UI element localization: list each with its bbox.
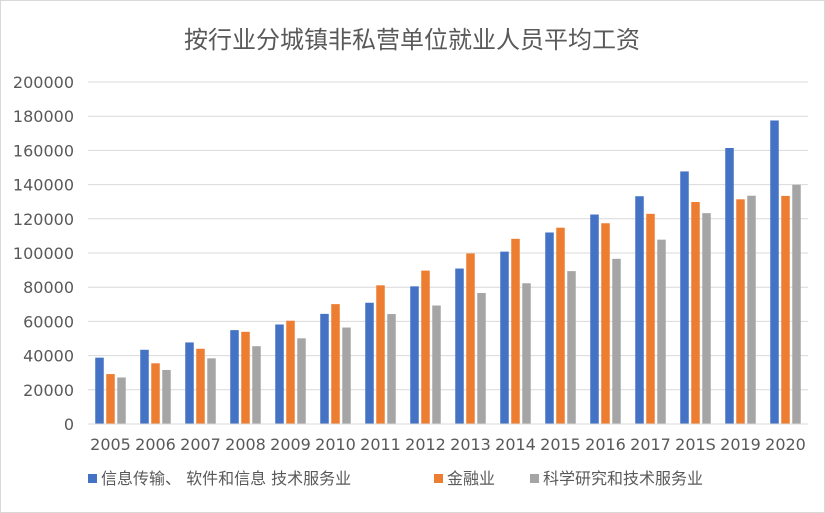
- bar: [477, 293, 486, 424]
- y-tick-label: 40000: [23, 347, 74, 366]
- bar: [230, 330, 239, 424]
- bar: [320, 313, 329, 424]
- bar: [95, 357, 104, 424]
- bar: [455, 268, 464, 424]
- bar: [387, 314, 396, 424]
- bar: [106, 374, 115, 424]
- x-tick-label: 2010: [315, 435, 356, 454]
- legend-label: 信息传输、 软件和信息 技术服务业: [101, 469, 351, 488]
- chart-title: 按行业分城镇非私营单位就业人员平均工资: [184, 26, 640, 54]
- bar: [657, 239, 666, 424]
- bar: [376, 285, 385, 424]
- bar: [207, 358, 216, 424]
- bar: [702, 213, 711, 424]
- bar: [151, 363, 160, 424]
- bar: [410, 286, 419, 424]
- bar: [252, 346, 261, 424]
- x-tick-label: 2011: [360, 435, 401, 454]
- bar: [781, 195, 790, 424]
- bar: [196, 348, 205, 424]
- x-tick-label: 2016: [585, 435, 626, 454]
- bar: [342, 327, 351, 424]
- legend-swatch: [88, 474, 97, 483]
- x-tick-label: 2013: [450, 435, 491, 454]
- bar: [286, 320, 295, 424]
- bar: [590, 214, 599, 424]
- bar: [117, 377, 126, 424]
- bar: [185, 342, 194, 424]
- y-tick-label: 200000: [13, 73, 74, 92]
- legend-label: 科学研究和技术服务业: [543, 469, 703, 488]
- bar: [275, 324, 284, 424]
- bar: [545, 232, 554, 424]
- x-tick-label: 2017: [630, 435, 671, 454]
- x-axis-tick-labels: 2005 2006 2007 2008 2009 2010 2011 2012 2013 2014…: [90, 435, 806, 454]
- y-tick-label: 100000: [13, 244, 74, 263]
- bar: [140, 349, 149, 424]
- x-tick-label: 2007: [180, 435, 221, 454]
- bar: [522, 283, 531, 424]
- x-tick-label: 2008: [225, 435, 266, 454]
- bar: [635, 196, 644, 424]
- y-tick-label: 20000: [23, 381, 74, 400]
- bar: [612, 258, 621, 424]
- bar: [680, 171, 689, 424]
- y-tick-label: 0: [64, 415, 74, 434]
- bar: [297, 338, 306, 424]
- bar: [736, 199, 745, 424]
- bar: [691, 202, 700, 424]
- x-tick-label: 2020: [765, 435, 806, 454]
- bar: [646, 213, 655, 424]
- bar: [331, 304, 340, 424]
- legend-swatch: [530, 474, 539, 483]
- bar: [162, 369, 171, 424]
- bar: [365, 302, 374, 424]
- y-tick-label: 140000: [13, 176, 74, 195]
- bar: [601, 223, 610, 424]
- legend-swatch: [434, 474, 443, 483]
- bar: [421, 270, 430, 424]
- bar: [511, 238, 520, 424]
- x-tick-label: 201S: [675, 435, 716, 454]
- bar: [725, 148, 734, 425]
- x-tick-label: 2005: [90, 435, 131, 454]
- legend-label: 金融业: [447, 469, 495, 488]
- bar: [770, 120, 779, 424]
- bar: [241, 331, 250, 424]
- bar: [500, 251, 509, 424]
- bar: [432, 305, 441, 424]
- legend: 信息传输、 软件和信息 技术服务业 金融业 科学研究和技术服务业: [88, 469, 703, 488]
- x-tick-label: 2015: [540, 435, 581, 454]
- y-axis-tick-labels: 0 20000 40000 60000 80000 100000 120000 140000 1…: [13, 73, 74, 434]
- x-tick-label: 2012: [405, 435, 446, 454]
- y-tick-label: 60000: [23, 312, 74, 331]
- bars: [95, 120, 801, 425]
- bar: [466, 253, 475, 424]
- bar: [567, 271, 576, 424]
- x-tick-label: 2014: [495, 435, 536, 454]
- bar: [747, 195, 756, 424]
- y-tick-label: 160000: [13, 141, 74, 160]
- gridlines: [88, 81, 808, 391]
- x-tick-label: 2006: [135, 435, 176, 454]
- y-tick-label: 80000: [23, 278, 74, 297]
- y-tick-label: 180000: [13, 107, 74, 126]
- x-tick-label: 2009: [270, 435, 311, 454]
- x-tick-label: 2019: [720, 435, 761, 454]
- bar: [792, 184, 801, 424]
- y-tick-label: 120000: [13, 210, 74, 229]
- bar: [556, 227, 565, 424]
